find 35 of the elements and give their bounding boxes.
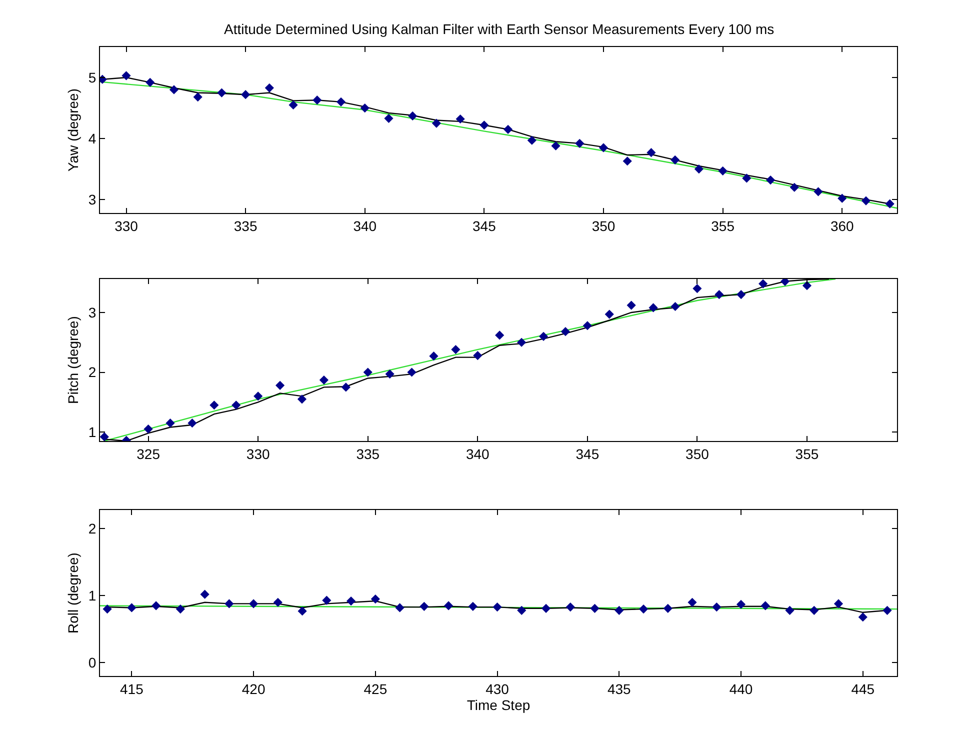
x-tick-label: 430 <box>486 680 510 697</box>
x-tick-label: 335 <box>234 218 258 234</box>
y-tick-label: 2 <box>88 364 96 380</box>
x-tick-label: 440 <box>729 680 753 697</box>
x-tick-label: 335 <box>356 446 380 462</box>
y-tick-label: 5 <box>88 69 96 86</box>
x-tick-label: 330 <box>114 218 138 234</box>
x-tick-label: 360 <box>830 218 854 234</box>
x-tick-label: 325 <box>136 446 160 462</box>
y-tick-label: 3 <box>88 304 96 320</box>
x-tick-label: 350 <box>686 446 710 462</box>
y-tick-label: 4 <box>88 130 96 146</box>
x-tick-label: 355 <box>795 446 819 462</box>
x-axis-title: Time Step <box>466 697 530 714</box>
x-tick-label: 345 <box>472 218 496 234</box>
y-axis-title: Roll (degree) <box>65 552 82 634</box>
y-tick-label: 1 <box>88 424 96 440</box>
x-tick-label: 355 <box>711 218 735 234</box>
x-tick-label: 420 <box>242 680 266 697</box>
x-tick-label: 340 <box>353 218 377 234</box>
y-axis-title: Yaw (degree) <box>65 88 82 172</box>
x-tick-label: 425 <box>364 680 388 697</box>
x-tick-label: 415 <box>120 680 144 697</box>
x-tick-label: 445 <box>851 680 875 697</box>
x-tick-label: 435 <box>607 680 632 697</box>
x-tick-label: 340 <box>466 446 490 462</box>
y-tick-label: 1 <box>88 588 96 604</box>
x-tick-label: 345 <box>576 446 600 462</box>
y-tick-label: 2 <box>88 520 96 537</box>
x-tick-label: 350 <box>592 218 616 234</box>
chart-title: Attitude Determined Using Kalman Filter with Earth Sensor Measurements Every 100 ms <box>224 21 774 37</box>
y-tick-label: 0 <box>88 654 96 671</box>
y-axis-title: Pitch (degree) <box>65 316 82 404</box>
x-tick-label: 330 <box>246 446 270 462</box>
y-tick-label: 3 <box>88 191 96 208</box>
